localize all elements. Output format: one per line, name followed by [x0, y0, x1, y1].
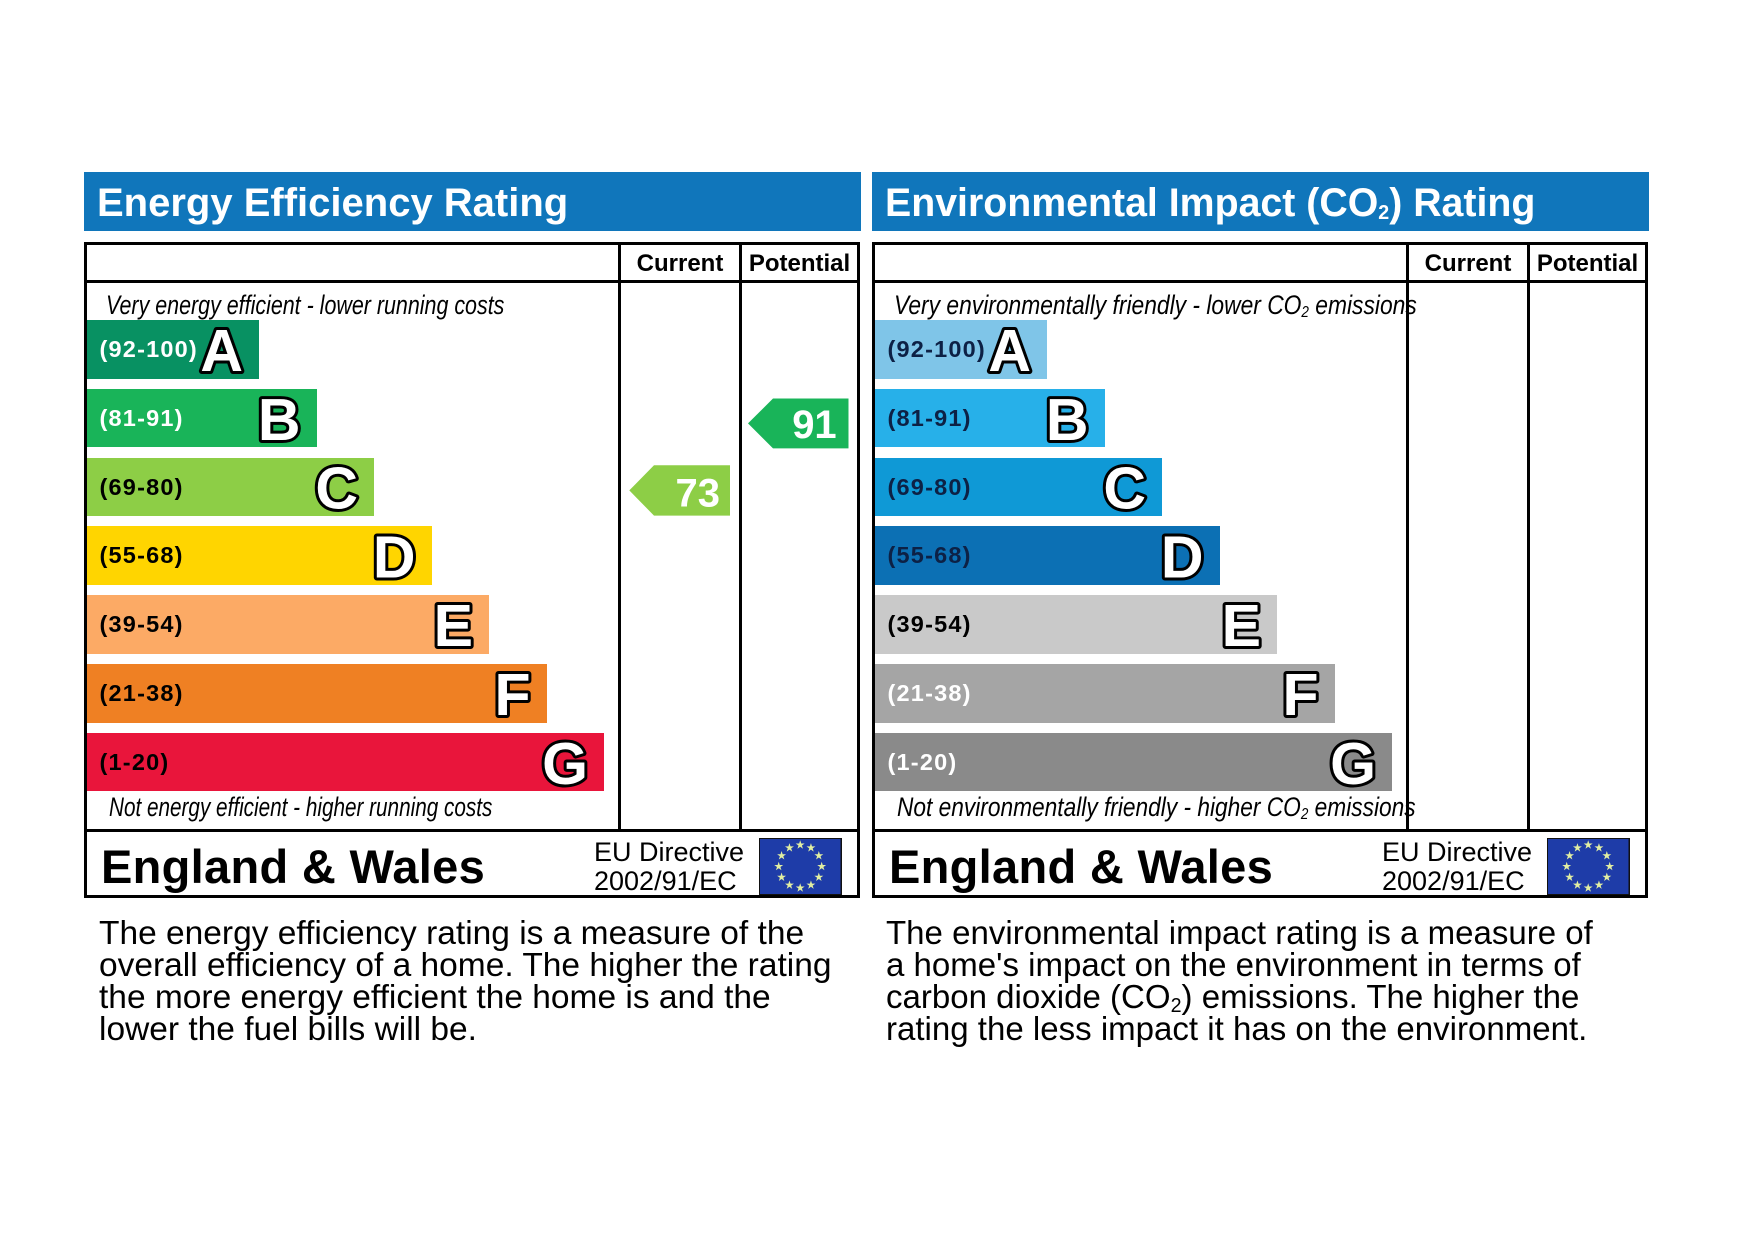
svg-text:73: 73	[676, 472, 721, 516]
svg-text:91: 91	[792, 403, 837, 447]
